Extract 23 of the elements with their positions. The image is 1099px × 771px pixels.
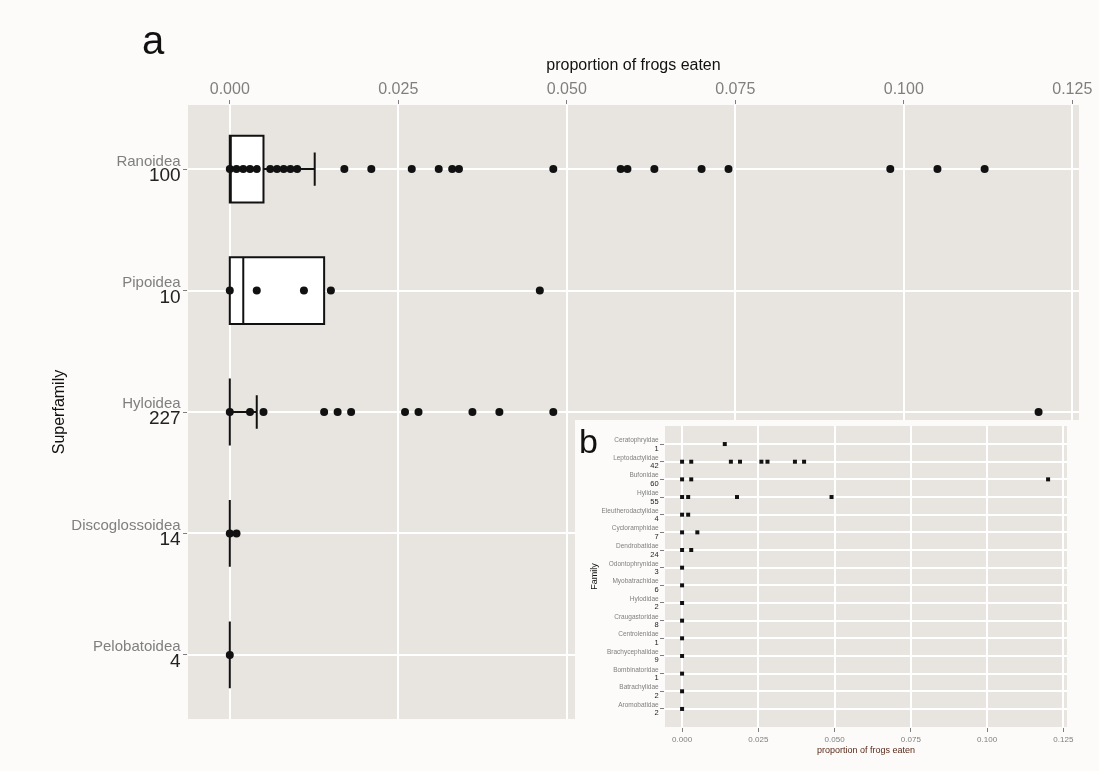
y-axis-title: Family <box>588 562 599 590</box>
x-tick-label: 0.025 <box>378 79 419 97</box>
x-tick-label: 0.125 <box>1052 79 1093 97</box>
y-tick-label: Discoglossoidea 14 <box>71 515 182 550</box>
annotation: b <box>579 422 598 460</box>
x-tick-label: 0.000 <box>672 734 693 744</box>
text: a <box>142 18 165 62</box>
y-tick-label: Pipoidea 10 <box>122 272 182 307</box>
y-axis-title: Superfamily <box>50 369 68 455</box>
y-tick-label: Ranoidea 100 <box>116 151 182 186</box>
x-tick-label: 0.050 <box>546 79 587 97</box>
x-tick-label: 0.075 <box>900 734 922 744</box>
x-tick-label: 0.100 <box>883 79 924 97</box>
x-axis-title: proportion of frogs eaten <box>816 745 916 756</box>
x-tick-label: 0.050 <box>824 734 846 744</box>
x-tick-label: 0.075 <box>715 79 756 97</box>
x-tick-label: 0.025 <box>748 734 769 744</box>
x-tick-label: 0.100 <box>977 734 998 744</box>
x-tick-label: 0.000 <box>209 79 250 97</box>
y-tick-label: Pelobatoidea 4 <box>93 637 182 671</box>
y-tick-label: Hyloidea 227 <box>122 394 182 428</box>
x-axis-title: proportion of frogs eaten <box>546 56 721 74</box>
x-tick-label: 0.125 <box>1053 734 1074 744</box>
